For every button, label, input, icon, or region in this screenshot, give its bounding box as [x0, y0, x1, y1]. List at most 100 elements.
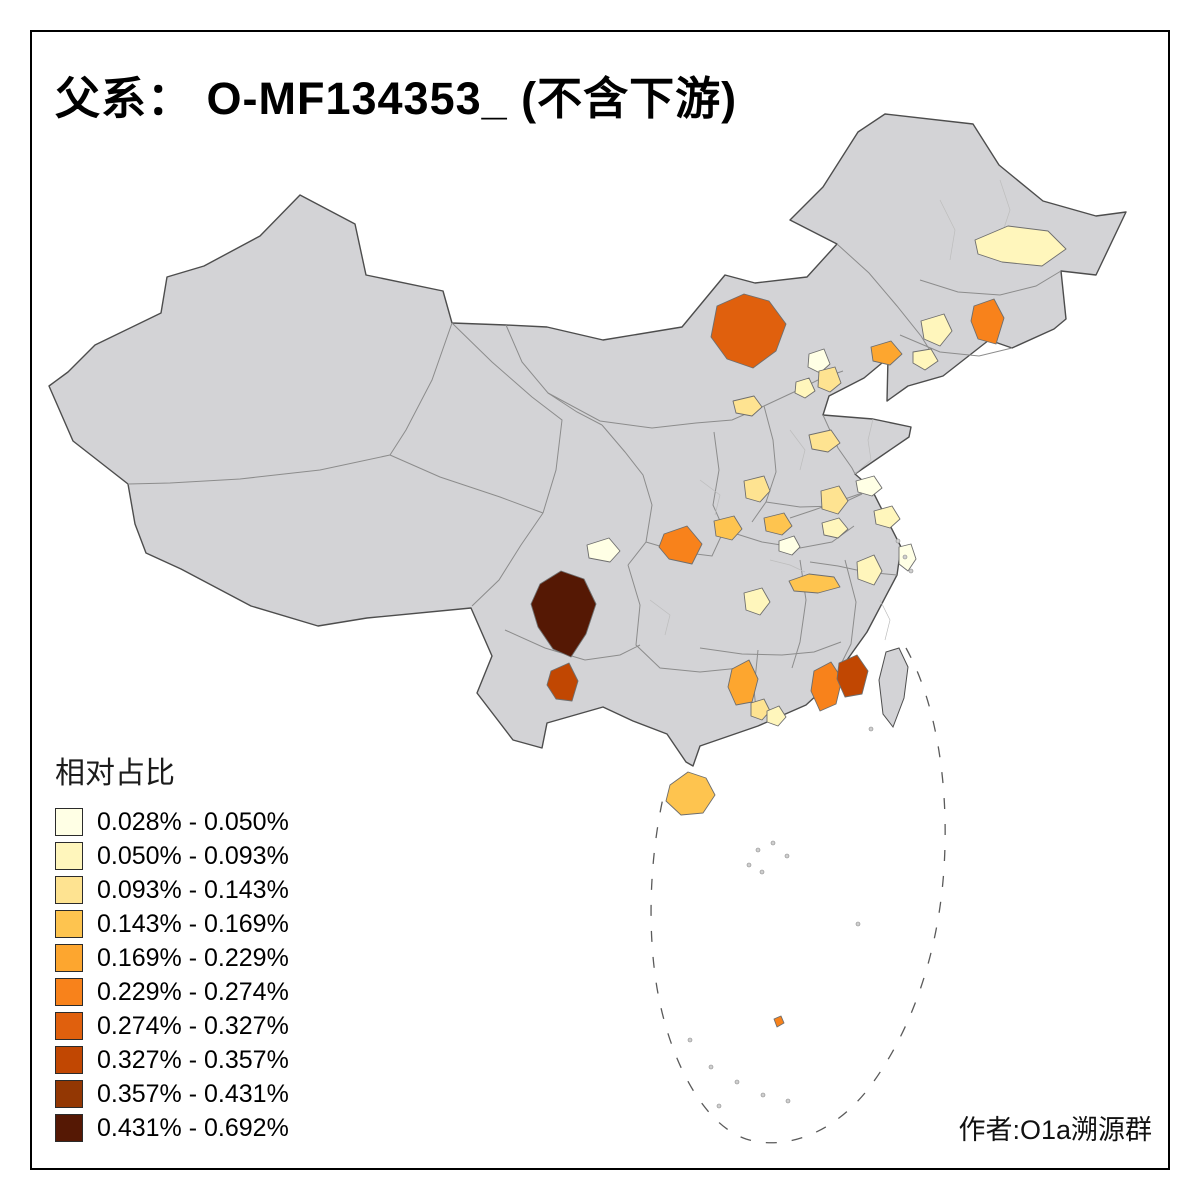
legend-label: 0.327% - 0.357% [97, 1046, 289, 1074]
province-border-line [389, 454, 544, 514]
province-border-line [765, 493, 863, 508]
province-border-line [699, 641, 842, 656]
legend-label: 0.431% - 0.692% [97, 1114, 289, 1142]
highlight-region-05 [912, 348, 939, 371]
province-border-line [601, 424, 653, 566]
highlight-region-33 [665, 771, 716, 816]
highlight-region-15 [873, 505, 901, 529]
legend-item-9: 0.357% - 0.431% [55, 1080, 289, 1108]
highlight-region-14 [855, 475, 883, 497]
province-border-line [451, 322, 563, 514]
legend-label: 0.274% - 0.327% [97, 1012, 289, 1040]
province-border-line [751, 405, 777, 523]
highlight-region-10 [732, 395, 763, 417]
legend-item-2: 0.050% - 0.093% [55, 842, 289, 870]
highlight-region-12 [743, 475, 771, 503]
legend-swatch [55, 1012, 83, 1040]
legend-item-1: 0.028% - 0.050% [55, 808, 289, 836]
small-island-dot [759, 869, 765, 875]
highlight-region-18 [713, 515, 743, 541]
small-island-dot [895, 538, 901, 544]
small-island-dot [855, 921, 861, 927]
highlight-region-09 [794, 377, 816, 399]
prefecture-border-line [939, 199, 956, 261]
highlight-region-21 [586, 537, 621, 563]
legend-label: 0.050% - 0.093% [97, 842, 289, 870]
highlight-region-04 [870, 340, 903, 366]
highlight-region-31 [750, 698, 771, 721]
prefecture-border-line [879, 599, 891, 641]
highlight-region-01 [974, 225, 1067, 267]
small-island-dot [687, 1037, 693, 1043]
legend-label: 0.028% - 0.050% [97, 808, 289, 836]
legend-swatch [55, 910, 83, 938]
legend-items: 0.028% - 0.050% 0.050% - 0.093% 0.093% - 0… [55, 808, 289, 1142]
province-border-line [504, 629, 641, 661]
legend-swatch [55, 944, 83, 972]
legend-swatch [55, 808, 83, 836]
highlight-region-02 [920, 313, 953, 347]
legend-swatch [55, 876, 83, 904]
legend-item-4: 0.143% - 0.169% [55, 910, 289, 938]
legend-label: 0.143% - 0.169% [97, 910, 289, 938]
province-border-line [627, 564, 741, 673]
legend-item-10: 0.431% - 0.692% [55, 1114, 289, 1142]
legend-swatch [55, 842, 83, 870]
legend-label: 0.229% - 0.274% [97, 978, 289, 1006]
highlight-region-17 [658, 525, 703, 565]
highlight-region-23 [546, 662, 579, 702]
legend-swatch [55, 1114, 83, 1142]
highlight-region-11 [808, 429, 841, 453]
highlight-region-22 [530, 570, 597, 658]
small-island-dot [770, 840, 776, 846]
legend-label: 0.169% - 0.229% [97, 944, 289, 972]
highlight-region-07 [807, 348, 831, 374]
province-border-line [809, 561, 898, 576]
province-border-line [712, 431, 725, 531]
highlight-region-19 [763, 512, 793, 536]
mainland-china-shape [48, 113, 1127, 767]
small-island-dot [716, 1103, 722, 1109]
province-border-line [899, 334, 1013, 357]
small-island-dot [708, 1064, 714, 1070]
highlight-region-08 [817, 366, 842, 393]
small-island-dot [734, 1079, 740, 1085]
legend-item-8: 0.327% - 0.357% [55, 1046, 289, 1074]
highlight-region-20 [821, 517, 849, 539]
legend-swatch [55, 978, 83, 1006]
small-island-dot [746, 862, 752, 868]
prefecture-border-line [769, 559, 806, 573]
province-border-line [471, 512, 544, 607]
legend-item-5: 0.169% - 0.229% [55, 944, 289, 972]
highlight-region-06 [710, 293, 787, 369]
highlight-region-24 [778, 535, 801, 556]
legend-swatch [55, 1046, 83, 1074]
highlight-region-26 [788, 573, 841, 594]
small-island-dot [785, 1098, 791, 1104]
prefecture-border-line [699, 479, 721, 516]
province-border-line [839, 559, 857, 667]
small-island-dot [868, 726, 874, 732]
highlight-region-29 [836, 654, 869, 698]
province-border-line [389, 322, 453, 456]
highlight-region-25 [743, 587, 771, 616]
small-island-dot [784, 853, 790, 859]
small-island-dot [755, 847, 761, 853]
author-credit: 作者:O1a溯源群 [958, 1115, 1152, 1145]
highlight-region-34 [773, 1015, 785, 1028]
legend-label: 0.093% - 0.143% [97, 876, 289, 904]
highlight-region-30 [727, 659, 759, 706]
highlight-region-28 [810, 661, 843, 712]
small-island-dot [908, 568, 914, 574]
legend-title: 相对占比 [55, 757, 175, 790]
legend: 相对占比 0.028% - 0.050% 0.050% - 0.093% 0.093… [55, 748, 289, 1148]
legend-label: 0.357% - 0.431% [97, 1080, 289, 1108]
taiwan-island [878, 647, 909, 729]
small-island-dot [760, 1092, 766, 1098]
highlight-region-32 [766, 705, 787, 727]
legend-item-3: 0.093% - 0.143% [55, 876, 289, 904]
highlight-region-27 [856, 554, 883, 586]
prefecture-border-line [854, 418, 874, 475]
highlight-region-16 [898, 543, 917, 572]
